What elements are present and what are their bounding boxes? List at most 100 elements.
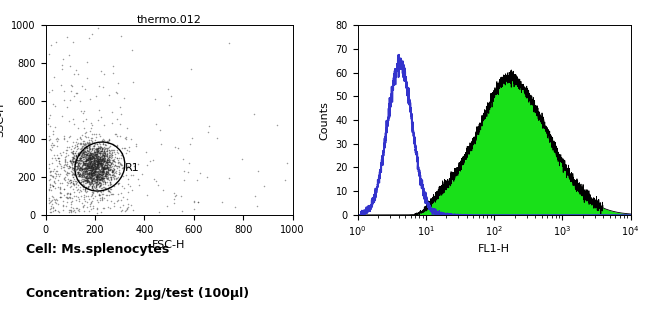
Point [74, 170, 85, 175]
Point [90, 163, 100, 168]
Point [116, 208, 126, 213]
Point [82, 148, 92, 153]
Point [89, 150, 99, 155]
Point [116, 150, 127, 155]
Point [94, 156, 105, 161]
Point [89, 161, 99, 166]
Point [105, 174, 115, 179]
Point [101, 171, 112, 176]
Point [85, 155, 96, 160]
Point [102, 160, 112, 165]
Point [44, 198, 54, 203]
Point [62, 182, 72, 187]
Point [67, 173, 77, 178]
Point [68, 155, 79, 161]
Point [86, 155, 97, 160]
Point [102, 165, 112, 170]
Point [98, 166, 108, 171]
Point [69, 153, 79, 158]
Point [92, 179, 102, 184]
Point [68, 206, 79, 211]
Point [75, 167, 85, 172]
Point [88, 177, 99, 182]
Point [97, 156, 107, 161]
Point [92, 159, 102, 164]
Point [92, 156, 102, 161]
Point [84, 167, 94, 172]
Point [155, 128, 166, 133]
Point [90, 153, 100, 158]
Point [142, 162, 152, 167]
Point [66, 184, 77, 189]
Point [88, 173, 99, 178]
Point [90, 175, 101, 180]
Point [96, 156, 106, 161]
Point [94, 170, 104, 175]
Point [83, 155, 94, 161]
Point [84, 129, 95, 134]
Point [81, 178, 91, 183]
Point [60, 153, 71, 158]
Point [66, 82, 77, 87]
Point [79, 169, 89, 174]
Point [68, 171, 78, 176]
Point [104, 162, 114, 167]
Point [105, 167, 115, 173]
Point [77, 204, 88, 209]
Point [84, 182, 95, 187]
Point [109, 149, 120, 155]
Point [82, 76, 92, 81]
Point [94, 133, 105, 138]
Point [84, 147, 95, 152]
Point [90, 181, 100, 186]
Point [87, 151, 98, 156]
Point [79, 150, 90, 155]
Point [46, 203, 56, 208]
Point [92, 155, 102, 160]
Point [85, 150, 96, 155]
Point [74, 168, 85, 173]
Point [93, 156, 103, 161]
Point [80, 154, 90, 159]
Point [77, 148, 88, 153]
Point [109, 164, 119, 169]
Point [85, 156, 96, 161]
Point [98, 142, 108, 147]
Point [87, 136, 98, 141]
Point [81, 178, 91, 183]
Point [76, 156, 86, 161]
Point [84, 154, 95, 159]
Point [87, 143, 98, 149]
Point [101, 169, 111, 174]
Point [81, 159, 91, 164]
Point [78, 172, 88, 177]
Point [66, 150, 76, 155]
Point [162, 203, 172, 208]
Point [69, 182, 79, 187]
Point [92, 158, 102, 163]
Point [102, 159, 112, 164]
Point [95, 155, 105, 160]
Point [103, 150, 114, 155]
Point [65, 134, 75, 139]
Point [86, 175, 96, 180]
Point [96, 157, 106, 162]
Point [49, 142, 59, 147]
Point [101, 166, 111, 171]
Point [47, 145, 57, 150]
Point [105, 155, 115, 160]
Point [96, 155, 107, 160]
Point [90, 169, 101, 174]
Point [62, 34, 72, 39]
Point [99, 170, 109, 175]
Point [97, 169, 107, 174]
Point [105, 162, 115, 167]
Point [81, 166, 91, 171]
Point [95, 150, 105, 155]
Point [81, 157, 91, 162]
Point [103, 166, 114, 171]
Point [88, 174, 99, 179]
Point [103, 168, 114, 173]
Point [51, 158, 62, 163]
Point [84, 146, 94, 151]
